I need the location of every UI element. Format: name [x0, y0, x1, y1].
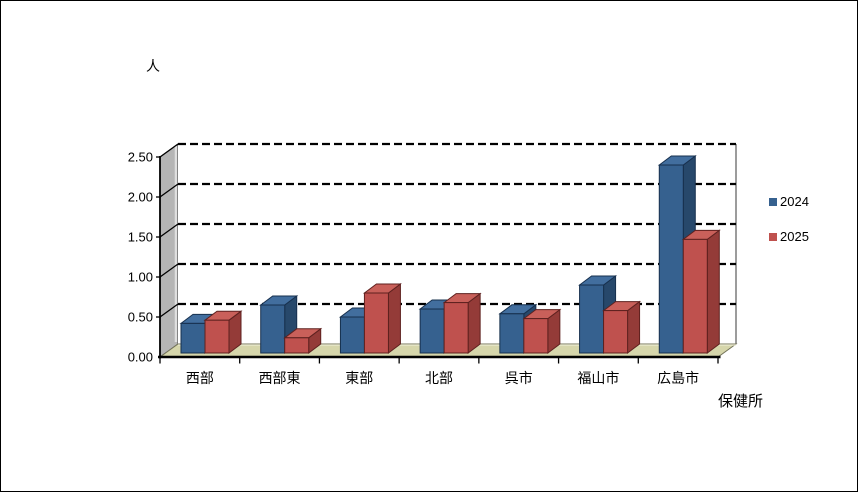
bar-2024-福山市	[579, 284, 605, 354]
bar-2024-東部	[339, 316, 365, 354]
ytick-connector	[159, 223, 179, 238]
ytick-label: 1.00	[128, 270, 153, 285]
ytick-label: 0.00	[128, 350, 153, 365]
bar-2025-呉市	[523, 318, 549, 354]
bar-2025-広島市	[682, 238, 708, 354]
legend-item-2025: 2025	[769, 229, 809, 244]
legend: 2024 2025	[769, 194, 809, 244]
category-label: 広島市	[657, 370, 699, 386]
ytick-connector	[159, 143, 179, 158]
legend-item-2024: 2024	[769, 194, 809, 209]
ytick-label: 0.50	[128, 310, 153, 325]
legend-swatch-2024	[769, 197, 777, 206]
y-axis-unit-label: 人	[146, 58, 160, 74]
legend-label-2025: 2025	[780, 229, 809, 244]
bar-side-2025-広島市	[706, 229, 720, 354]
bar-2024-広島市	[658, 164, 684, 354]
bar-2025-西部	[204, 319, 230, 354]
bar-2025-北部	[443, 302, 469, 354]
ytick-connector	[159, 183, 179, 198]
x-axis-title: 保健所	[718, 393, 764, 410]
category-label: 東部	[345, 370, 373, 386]
legend-label-2024: 2024	[780, 194, 809, 209]
bar-2024-北部	[419, 308, 445, 354]
category-label: 西部	[186, 370, 214, 386]
category-label: 呉市	[505, 370, 533, 386]
ytick-label: 2.00	[128, 190, 153, 205]
ytick-label: 1.50	[128, 230, 153, 245]
bar-side-2025-北部	[467, 292, 481, 354]
bar-2025-福山市	[603, 310, 629, 354]
category-label: 北部	[425, 370, 453, 386]
bar-2024-西部	[180, 322, 206, 354]
bar-2025-東部	[363, 292, 389, 354]
ytick-connector	[159, 263, 179, 278]
bar-side-2025-東部	[387, 283, 401, 354]
ytick-label: 2.50	[128, 150, 153, 165]
category-label: 西部東	[259, 370, 301, 386]
category-label: 福山市	[577, 370, 619, 386]
legend-swatch-2025	[769, 232, 777, 241]
ytick-connector	[159, 303, 179, 318]
bar-2025-西部東	[284, 337, 310, 354]
bar-2024-西部東	[260, 304, 286, 354]
bar-2024-呉市	[499, 313, 525, 354]
